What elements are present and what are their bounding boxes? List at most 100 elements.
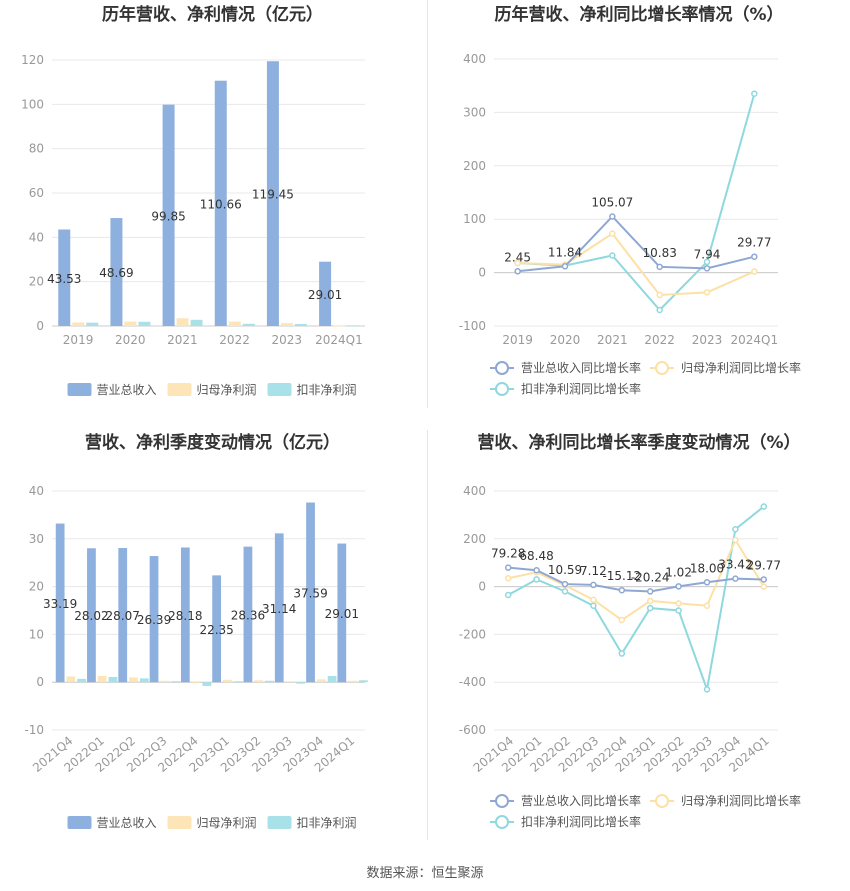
chart-title: 营收、净利季度变动情况（亿元） (85, 432, 340, 453)
legend-marker (495, 361, 509, 375)
x-tick-label: 2021 (597, 333, 628, 347)
quarterly-revenue-profit-chart: 营收、净利季度变动情况（亿元）-100102030402021Q42022Q12… (24, 432, 368, 830)
bar-2 (296, 682, 306, 684)
data-label: 29.77 (747, 558, 781, 572)
bar-2 (202, 682, 212, 687)
y-tick-label: -10 (24, 723, 44, 737)
y-tick-label: 200 (463, 159, 486, 173)
y-tick-label: 80 (29, 142, 44, 156)
x-tick-label: 2024Q1 (731, 333, 779, 347)
point-1 (760, 583, 768, 590)
point-0 (504, 564, 512, 571)
legend-label: 归母净利润 (197, 816, 257, 830)
point-1 (656, 291, 663, 299)
data-label: 119.45 (252, 188, 294, 202)
point-2 (703, 258, 711, 266)
data-label: -15.12 (602, 569, 641, 583)
legend-label: 扣非净利润 (297, 383, 357, 397)
x-tick-label: 2023 (692, 333, 723, 347)
bar-2 (358, 680, 368, 683)
point-1 (609, 230, 616, 237)
y-tick-label: 200 (463, 532, 486, 546)
legend-label: 营业总收入同比增长率 (521, 793, 641, 808)
x-tick-label: 2020 (550, 333, 581, 347)
legend-label: 归母净利润同比增长率 (681, 360, 801, 375)
data-label: 29.01 (325, 607, 359, 621)
bar-2 (233, 681, 243, 683)
bar-0 (110, 218, 123, 326)
data-label: 110.66 (200, 197, 242, 211)
bar-2 (294, 324, 307, 326)
legend-label: 营业总收入同比增长率 (521, 360, 641, 375)
data-label: 7.12 (580, 564, 607, 578)
legend-label: 归母净利润同比增长率 (681, 793, 801, 808)
bar-0 (87, 548, 96, 683)
legend-marker (655, 794, 669, 808)
point-2 (618, 650, 626, 657)
point-2 (533, 576, 540, 583)
annual-growth-rate-chart: 历年营收、净利同比增长率情况（%） -100 0 100 200 300 400 2019 20… (459, 4, 801, 396)
bar-2 (171, 681, 180, 683)
data-label: 7.94 (694, 247, 721, 261)
series-line-0 (508, 566, 764, 593)
point-2 (751, 90, 758, 97)
point-1 (675, 600, 682, 607)
x-tick-label: 2019 (63, 333, 94, 347)
x-tick-label: 2024Q1 (315, 333, 363, 347)
legend-marker (495, 794, 509, 808)
panel-divider-top (427, 0, 428, 408)
data-label: 79.28 (491, 547, 525, 561)
bar-1 (228, 321, 241, 326)
y-tick-label: 100 (463, 212, 486, 226)
bar-1 (176, 318, 189, 326)
point-1 (703, 289, 711, 296)
point-1 (590, 596, 597, 603)
data-label: 99.85 (151, 209, 185, 223)
y-tick-label: 40 (29, 230, 44, 244)
data-label: 37.59 (293, 586, 327, 600)
bar-0 (306, 502, 315, 683)
point-1 (732, 536, 739, 544)
bar-1 (97, 675, 107, 683)
point-0 (514, 268, 521, 275)
y-tick-label: 100 (21, 97, 44, 111)
chart-title: 营收、净利同比增长率季度变动情况（%） (477, 432, 800, 453)
data-label: 26.39 (137, 613, 171, 627)
point-2 (646, 604, 654, 612)
bar-0 (337, 543, 347, 683)
bar-0 (55, 523, 65, 683)
bar-1 (129, 677, 138, 683)
data-label: 28.36 (231, 608, 265, 622)
bar-2 (242, 323, 255, 326)
bar-1 (72, 322, 85, 326)
series-line-1 (507, 537, 765, 622)
legend-swatch (67, 816, 92, 829)
bar-0 (212, 575, 222, 683)
y-tick-label: -200 (459, 627, 486, 641)
bar-2 (190, 319, 203, 326)
y-tick-label: -600 (459, 723, 486, 737)
legend-label: 扣非净利润同比增长率 (521, 381, 641, 396)
point-0 (703, 265, 711, 272)
bar-0 (149, 556, 159, 683)
point-2 (590, 602, 597, 609)
bar-1 (316, 679, 326, 683)
data-label: 31.14 (262, 602, 296, 616)
data-label: 29.77 (737, 236, 771, 250)
bar-1 (160, 680, 170, 683)
point-0 (561, 263, 569, 270)
bar-0 (266, 61, 279, 326)
bar-0 (214, 80, 227, 326)
y-tick-label: 0 (36, 319, 44, 333)
data-label: 10.59 (548, 563, 582, 577)
point-0 (618, 586, 626, 594)
data-label: 10.83 (642, 246, 676, 260)
chart-title: 历年营收、净利情况（亿元） (102, 4, 323, 25)
legend-swatch (267, 816, 292, 829)
point-2 (656, 306, 663, 314)
point-0 (590, 581, 597, 589)
point-2 (609, 252, 616, 259)
point-2 (760, 503, 768, 510)
data-label: 2.45 (504, 250, 531, 264)
bar-1 (348, 680, 357, 683)
